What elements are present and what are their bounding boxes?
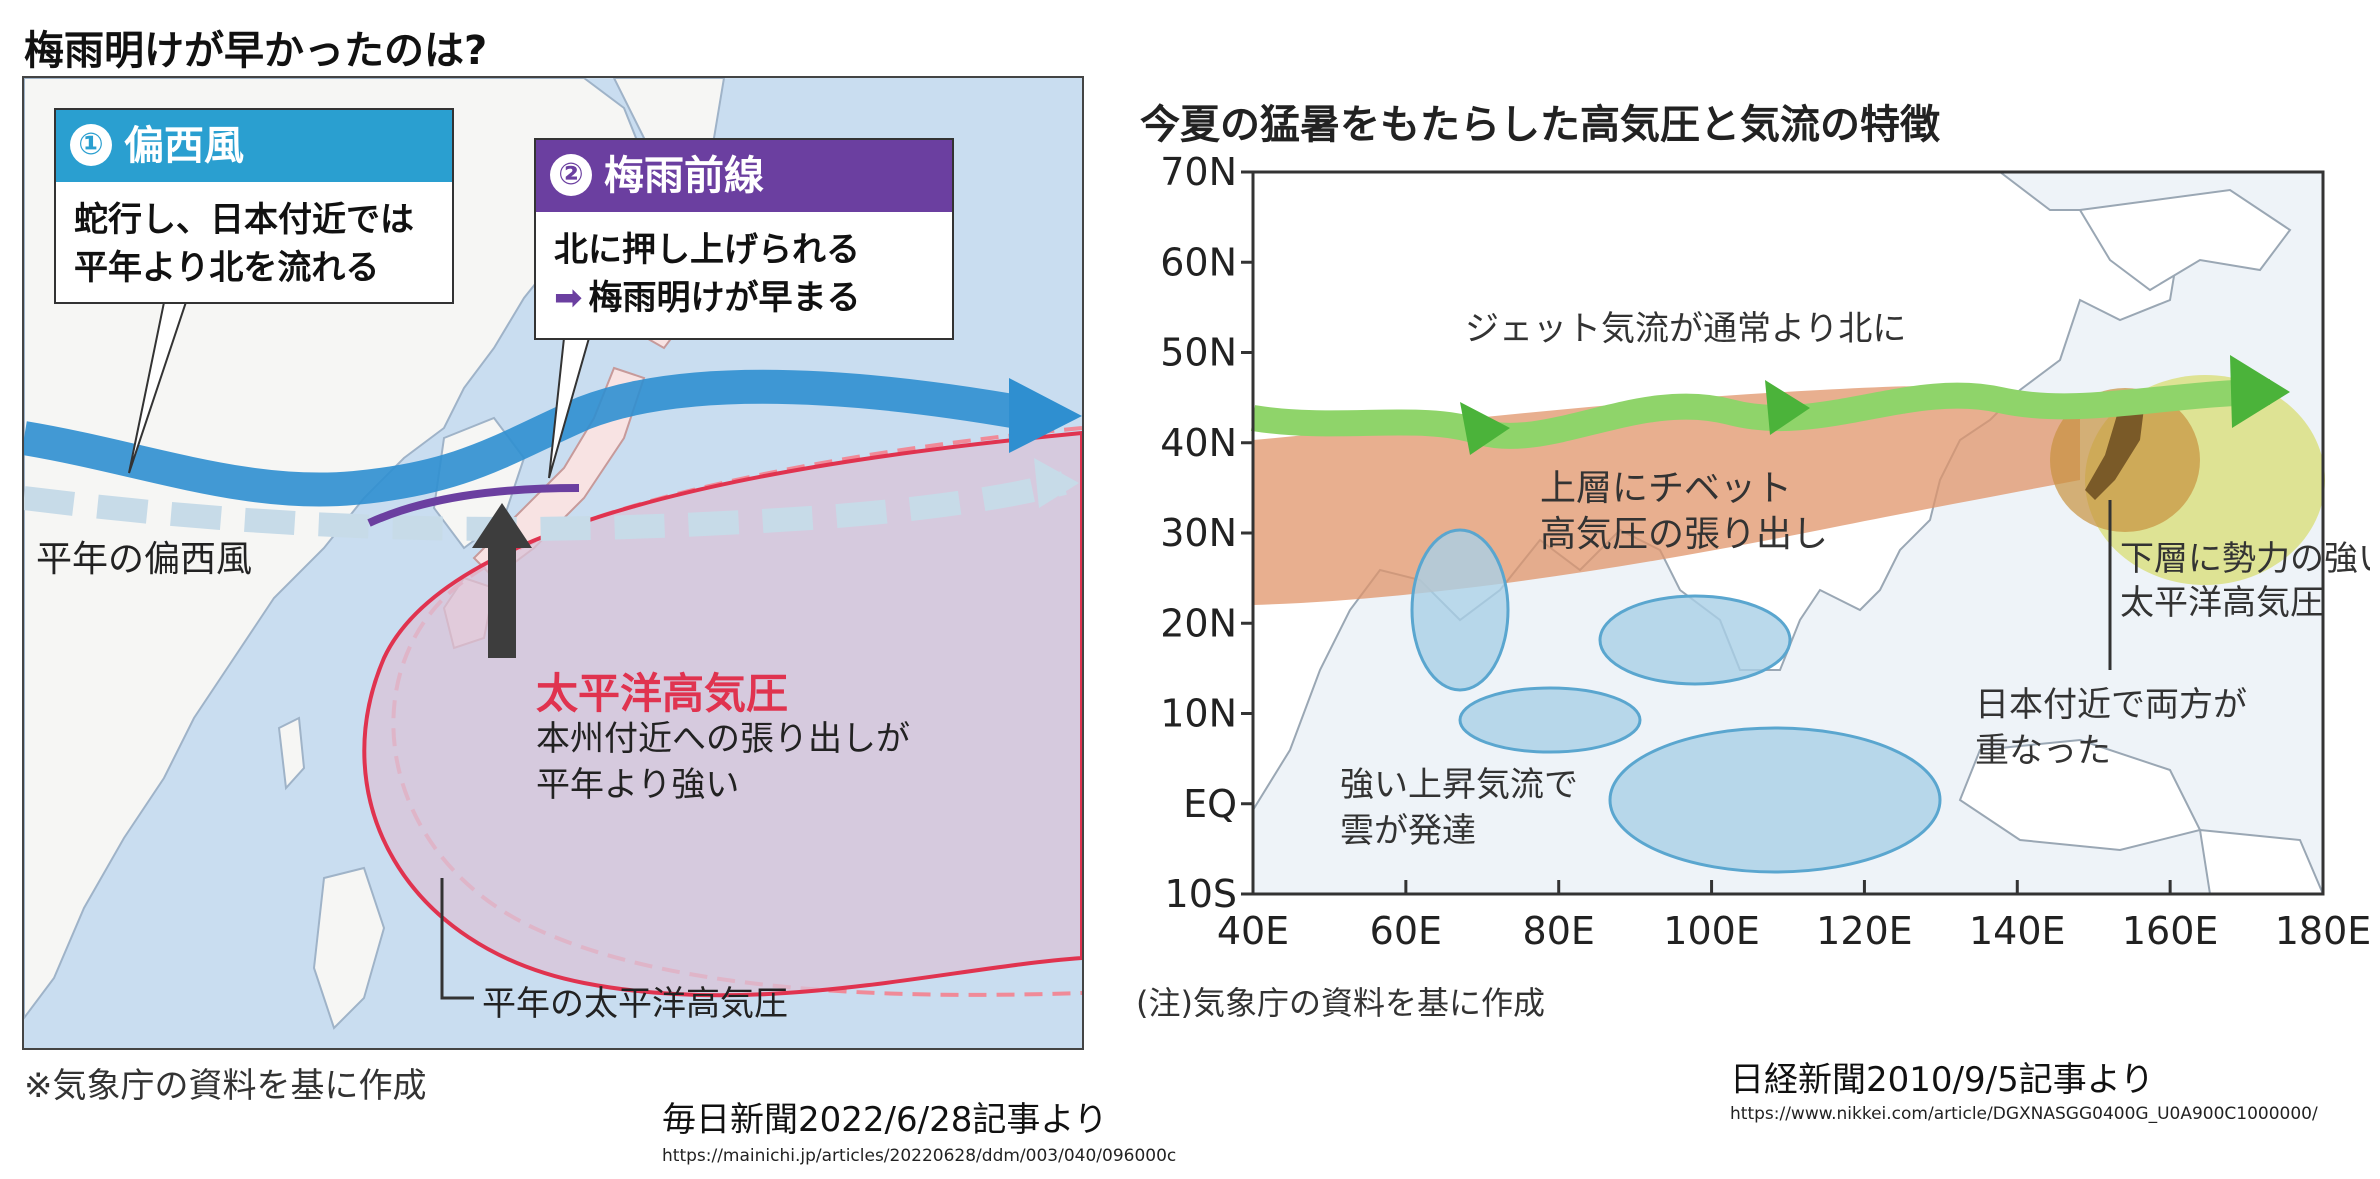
baiu-callout-line1: 北に押し上げられる [554, 230, 860, 270]
heat-wave-graphic: 70N 60N 50N 40N 30N 20N 10N EQ 10S 40E 60E 80E 100E… [1160, 150, 2380, 953]
overlap-label-line2: 重なった [1975, 731, 2111, 771]
cloud-bay [1458, 686, 1642, 754]
lon-tick-label: 120E [1816, 909, 1913, 953]
normal-high-leader [440, 878, 474, 1000]
longitude-axis: 40E 60E 80E 100E 120E 140E 160E 180E [1217, 880, 2371, 953]
right-figure-title: 今夏の猛暑をもたらした高気圧と気流の特徴 [1140, 102, 1940, 148]
jet-arrow-3 [2230, 355, 2290, 428]
lat-tick-label: 10N [1160, 692, 1237, 736]
westerly-callout-number: ① [70, 124, 112, 166]
cloud-label-line2: 雲が発達 [1340, 811, 1476, 851]
jet-arrow-1 [1460, 402, 1510, 455]
mainichi-figure: 梅雨明けが早かったのは? [0, 0, 1176, 1179]
left-source-credit: 毎日新聞2022/6/28記事より [662, 1100, 1108, 1140]
cloud-indonesia [1608, 726, 1942, 874]
taiwan [277, 716, 306, 791]
westerly-callout-line1: 蛇行し、日本付近では [74, 200, 414, 240]
left-data-note: ※気象庁の資料を基に作成 [24, 1066, 427, 1106]
lon-tick-label: 40E [1217, 909, 1289, 953]
rainy-season-map: ① 偏西風 蛇行し、日本付近では 平年より北を流れる ② 梅雨前線 北に押し上げられ… [22, 76, 1084, 1050]
tibet-label-line1: 上層にチベット [1540, 468, 1792, 509]
pacific-high-title: 太平洋高気圧 [536, 669, 789, 718]
maritime-continent [1958, 738, 2202, 852]
lon-tick-label: 80E [1523, 909, 1595, 953]
baiu-callout-line2-wrap: ➡ 梅雨明けが早まる [554, 274, 934, 322]
westerly-callout-body: 蛇行し、日本付近では 平年より北を流れる [56, 182, 452, 306]
right-data-note: (注)気象庁の資料を基に作成 [1136, 984, 1545, 1022]
baiu-callout-header: ② 梅雨前線 [536, 140, 952, 212]
pacific-high-area [362, 430, 1082, 998]
pacific-label-line1: 下層に勢力の強い [2120, 539, 2370, 579]
lat-tick-label: 30N [1160, 511, 1237, 555]
westerly-callout-header: ① 偏西風 [56, 110, 452, 182]
lat-tick-label: 60N [1160, 240, 1237, 284]
pacific-high-line1: 本州付近への張り出しが [536, 719, 910, 759]
push-north-arrow [472, 503, 532, 658]
baiu-callout-line2: 梅雨明けが早まる [588, 278, 861, 318]
westerly-arrowhead [1009, 378, 1082, 453]
lat-tick-label: 40N [1160, 421, 1237, 465]
heat-wave-map: 70N 60N 50N 40N 30N 20N 10N EQ 10S 40E 60E 80E 100E… [1120, 150, 2380, 974]
pacific-high-desc: 本州付近への張り出しが 平年より強い [536, 716, 910, 808]
left-figure-title: 梅雨明けが早かったのは? [24, 28, 488, 74]
baiu-callout-heading: 梅雨前線 [604, 153, 764, 199]
pacific-label-line2: 太平洋高気圧 [2120, 583, 2324, 623]
lat-tick-label: EQ [1183, 782, 1237, 826]
cloud-label-line1: 強い上昇気流で [1340, 765, 1578, 805]
baiu-callout-number: ② [550, 154, 592, 196]
lon-tick-label: 100E [1663, 909, 1760, 953]
normal-westerly [24, 471, 1067, 541]
lon-tick-label: 160E [2122, 909, 2219, 953]
overlap-label-line1: 日本付近で両方が [1975, 685, 2247, 725]
lon-tick-label: 60E [1370, 909, 1442, 953]
jet-label: ジェット気流が通常より北に [1465, 309, 1906, 349]
normal-westerly-label: 平年の偏西風 [36, 539, 253, 580]
lat-tick-label: 20N [1160, 601, 1237, 645]
westerly-callout-line2: 平年より北を流れる [74, 248, 380, 288]
kamchatka-land [2078, 188, 2292, 292]
japan-shape [2085, 400, 2145, 500]
tibet-label-line2: 高気圧の張り出し [1540, 514, 1828, 555]
jet-stream [1250, 379, 2271, 449]
left-source-url: https://mainichi.jp/articles/20220628/dd… [662, 1146, 1177, 1166]
lon-tick-label: 180E [2275, 909, 2370, 953]
cloud-philippine-sea [1598, 594, 1792, 686]
lon-tick-label: 140E [1969, 909, 2066, 953]
westerly-callout: ① 偏西風 蛇行し、日本付近では 平年より北を流れる [54, 108, 454, 304]
pacific-high-line2: 平年より強い [536, 765, 740, 805]
cloud-india [1410, 528, 1510, 692]
westerly-jet [24, 369, 1027, 507]
normal-westerly-arrowhead [1034, 458, 1079, 508]
right-source-url: https://www.nikkei.com/article/DGXNASGG0… [1730, 1104, 2318, 1124]
lat-tick-label: 70N [1160, 150, 1237, 194]
baiu-callout-body: 北に押し上げられる ➡ 梅雨明けが早まる [536, 212, 952, 336]
latitude-axis: 70N 60N 50N 40N 30N 20N 10N EQ 10S [1160, 150, 1253, 916]
baiu-front [367, 484, 580, 527]
right-source-credit: 日経新聞2010/9/5記事より [1730, 1060, 2155, 1100]
jet-arrow-2 [1765, 380, 1810, 435]
normal-pacific-high-label: 平年の太平洋高気圧 [482, 984, 788, 1024]
westerly-callout-heading: 偏西風 [124, 123, 244, 169]
right-arrow-icon: ➡ [554, 278, 583, 318]
lat-tick-label: 10S [1165, 872, 1237, 916]
lat-tick-label: 50N [1160, 331, 1237, 375]
baiu-front-callout: ② 梅雨前線 北に押し上げられる ➡ 梅雨明けが早まる [534, 138, 954, 340]
philippines [312, 866, 386, 1030]
